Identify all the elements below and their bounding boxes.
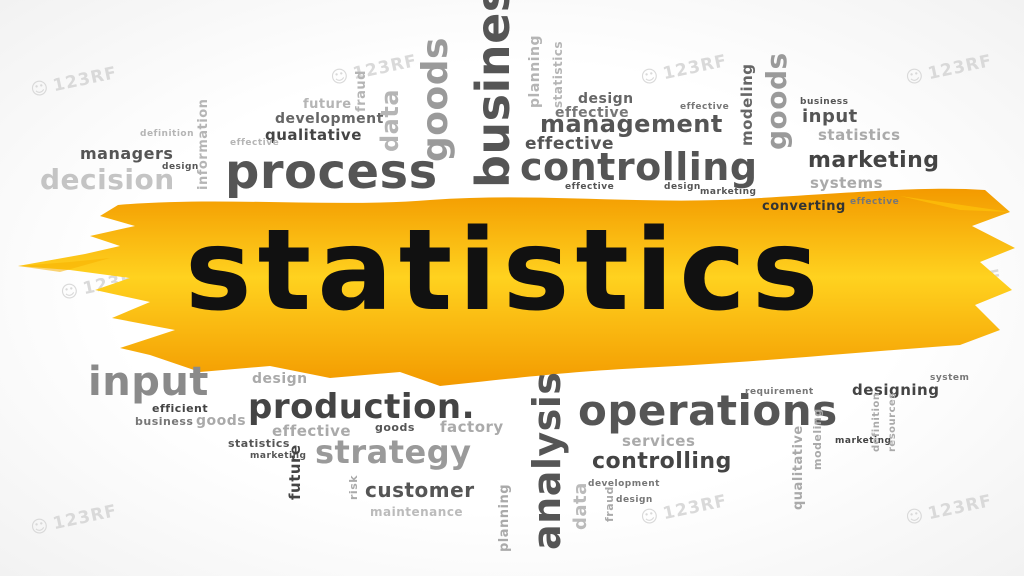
word-risk-vertical: risk <box>347 474 360 500</box>
word-design-low: design <box>252 371 308 387</box>
word-qualitative: qualitative <box>265 126 362 144</box>
word-planning-vertical: planning <box>527 35 543 108</box>
word-efficient: efficient <box>152 402 209 415</box>
word-effective-small: effective <box>565 182 615 192</box>
word-operations: operations <box>578 386 838 435</box>
word-definition-vertical: definition <box>871 392 882 452</box>
word-goods-vertical: goods <box>415 37 456 162</box>
word-services: services <box>622 432 696 450</box>
word-managers: managers <box>80 144 174 163</box>
word-strategy: strategy <box>315 433 472 471</box>
word-effective-tiny: effective <box>680 102 730 112</box>
word-factory: factory <box>440 418 504 436</box>
word-marketing-low-2: marketing <box>835 436 892 446</box>
word-effective-low: effective <box>272 422 352 440</box>
word-planning-vertical-low: planning <box>497 483 512 552</box>
word-management: management <box>540 110 723 138</box>
word-marketing-small: marketing <box>700 187 757 197</box>
word-statistics-top: statistics <box>818 126 901 144</box>
word-goods-low-2: goods <box>375 421 415 434</box>
word-design-small-right: design <box>664 182 701 192</box>
word-business-low: business <box>135 415 194 428</box>
word-effective-top: effective <box>230 138 280 148</box>
word-modeling-vertical-low: modeling <box>811 408 824 470</box>
word-production: production. <box>248 387 476 427</box>
word-future-vertical: future <box>286 444 304 500</box>
word-requirement: requirement <box>745 387 814 397</box>
word-information-vertical: information <box>196 98 211 190</box>
word-fraud-vertical: fraud <box>354 70 369 112</box>
word-designing: designing <box>852 381 940 399</box>
word-statistics-vertical: statistics <box>551 40 565 108</box>
word-design-small: design <box>162 162 199 172</box>
word-customer: customer <box>365 478 475 502</box>
word-systems: systems <box>810 174 884 192</box>
word-business-vertical: business <box>466 0 520 188</box>
main-title-statistics: statistics <box>185 206 825 336</box>
word-statistics-low: statistics <box>228 437 290 450</box>
word-qualitative-vertical: qualitative <box>791 425 806 510</box>
word-design-top: design <box>578 91 634 107</box>
word-business-small: business <box>800 97 849 107</box>
word-fraud-vertical-low: fraud <box>603 486 616 522</box>
word-process: process <box>225 144 438 200</box>
word-development: development <box>275 111 384 127</box>
word-marketing: marketing <box>808 148 940 173</box>
word-goods-vertical-right: goods <box>760 52 793 150</box>
word-future-top: future <box>303 97 352 112</box>
word-development-low: development <box>588 479 660 489</box>
word-maintenance: maintenance <box>370 505 464 519</box>
word-design-low-2: design <box>616 495 653 505</box>
word-goods-low: goods <box>196 413 247 429</box>
word-resources-vertical: resources <box>887 392 898 452</box>
word-controlling-low: controlling <box>592 449 732 474</box>
word-data-vertical-low: data <box>570 482 591 530</box>
word-modeling-vertical: modeling <box>738 63 756 146</box>
word-input-top: input <box>802 106 858 127</box>
word-effective-small-2: effective <box>850 197 900 207</box>
word-effective-secondary: effective <box>525 134 614 154</box>
word-system: system <box>930 373 970 383</box>
word-effective-mid: effective <box>555 105 630 121</box>
word-marketing-low: marketing <box>250 451 307 461</box>
word-controlling: controlling <box>520 145 758 189</box>
word-definition: definition <box>140 129 195 139</box>
word-input-big: input <box>88 359 209 405</box>
word-analysis-vertical: analysis <box>525 371 569 550</box>
word-converting: converting <box>762 199 846 214</box>
word-decision: decision <box>40 163 175 196</box>
